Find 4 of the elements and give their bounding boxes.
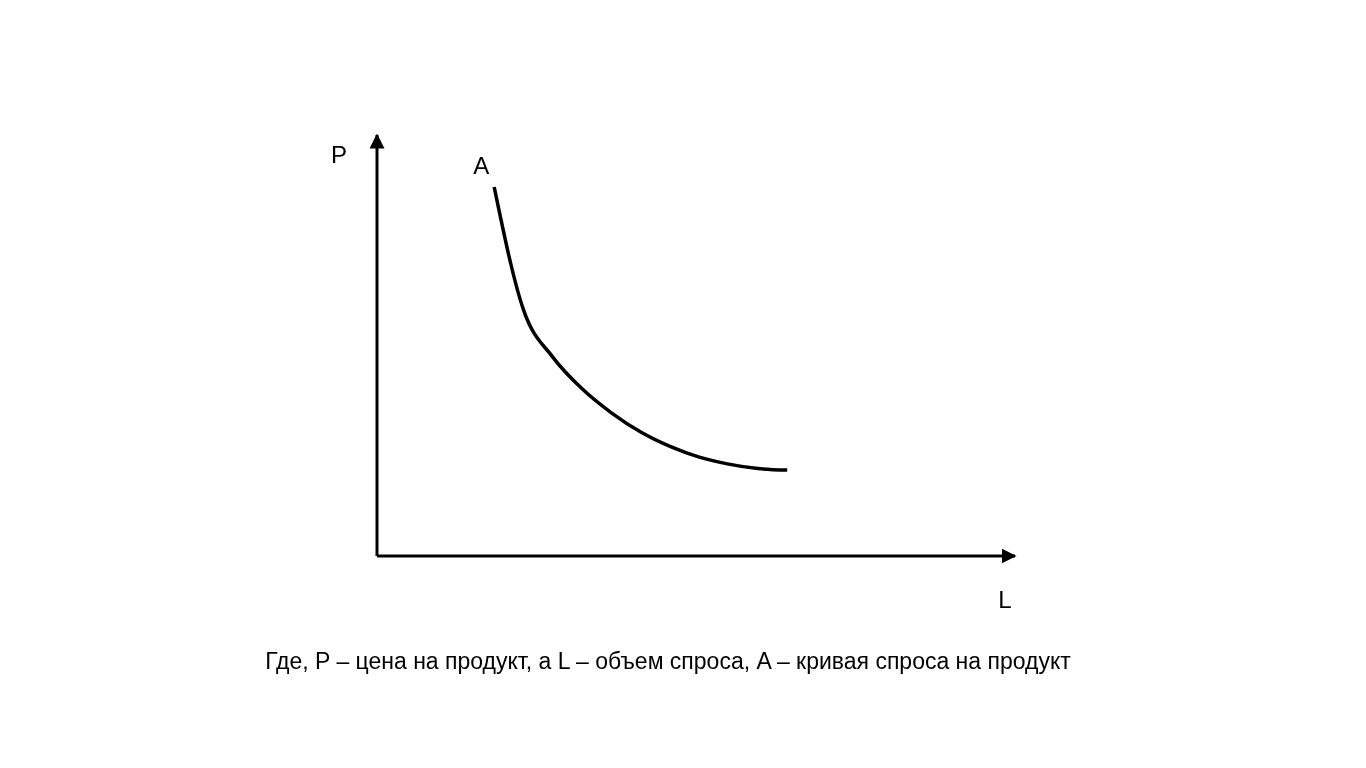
y-axis-title: P — [330, 141, 348, 168]
text: Где, P – цена на продукт, а L – объем спроса, A – кривая спроса на продукт — [265, 648, 1072, 674]
x-axis-title: L — [998, 586, 1012, 613]
text: A — [473, 152, 490, 179]
